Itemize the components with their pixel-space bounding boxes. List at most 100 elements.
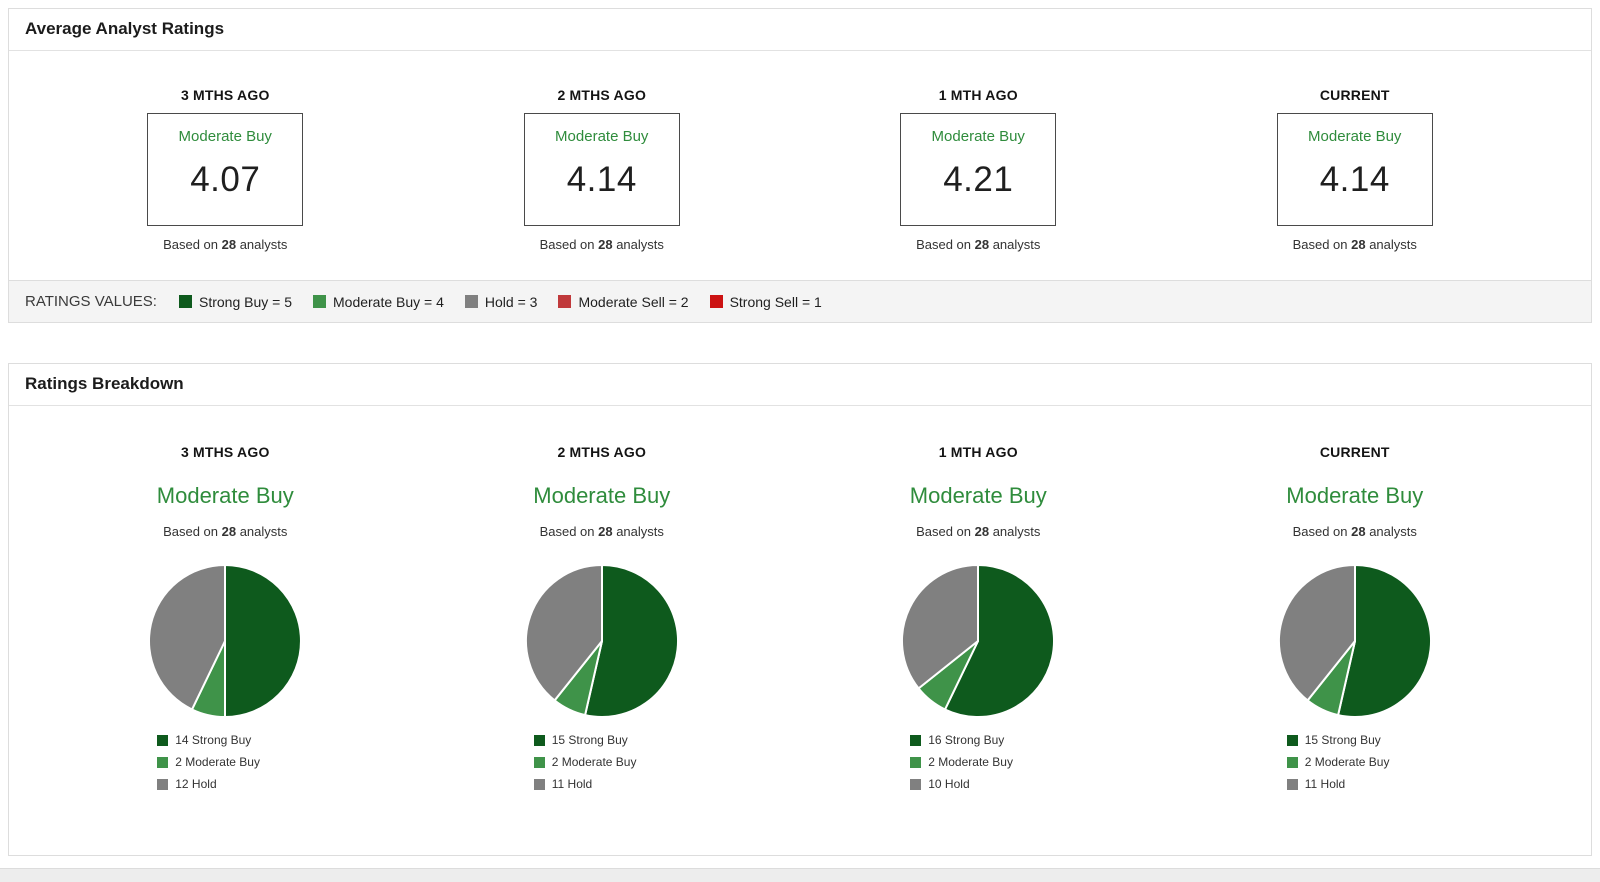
average-rating-value: 4.07 [190,160,261,199]
ratings-value-legend-item: Hold = 3 [464,294,537,310]
legend-color-swatch [157,734,169,746]
pie-slice [1277,563,1356,702]
pie-legend-row: 2 Moderate Buy [533,755,670,769]
average-rating-column: 2 MTHS AGO Moderate Buy 4.14 Based on 28… [414,87,791,252]
period-label: 2 MTHS AGO [557,87,647,103]
legend-item-label: 16 Strong Buy [928,733,1005,747]
legend-color-swatch [533,756,545,768]
ratings-values-items: Strong Buy = 5 Moderate Buy = 4 Hold = 3… [178,293,843,310]
page-bottom-band [0,868,1600,882]
legend-item-label: 11 Hold [1304,777,1346,791]
consensus-rating-label: Moderate Buy [931,128,1025,145]
legend-color-swatch [533,734,545,746]
pie-legend-row: 2 Moderate Buy [1286,755,1423,769]
period-label: CURRENT [1319,444,1390,460]
ratings-breakdown-title: Ratings Breakdown [9,364,1591,406]
pie-legend: 15 Strong Buy 2 Moderate Buy 11 Hold [533,733,670,791]
based-on-prefix: Based on [163,237,222,252]
period-label: 3 MTHS AGO [180,87,270,103]
based-on-prefix: Based on [916,524,975,539]
period-label: 1 MTH AGO [938,87,1018,103]
based-on-analysts: Based on 28 analysts [790,524,1167,539]
average-rating-column: 1 MTH AGO Moderate Buy 4.21 Based on 28 … [790,87,1167,252]
analyst-count: 28 [221,237,237,252]
period-label: 2 MTHS AGO [557,444,647,460]
legend-color-swatch [1286,734,1298,746]
legend-item-label: Strong Buy = 5 [198,293,292,310]
legend-item-label: 2 Moderate Buy [175,755,260,769]
legend-item-label: 2 Moderate Buy [551,755,637,769]
pie-chart-container [414,563,791,719]
legend-color-swatch [157,778,169,790]
legend-item-label: 15 Strong Buy [1304,733,1381,747]
based-on-suffix: analysts [236,524,288,539]
period-label: 1 MTH AGO [938,444,1018,460]
legend-color-swatch [709,295,723,308]
based-on-suffix: analysts [1365,524,1417,539]
legend-item-label: 2 Moderate Buy [928,755,1013,769]
average-columns: 3 MTHS AGO Moderate Buy 4.07 Based on 28… [9,51,1591,280]
ratings-values-label: RATINGS VALUES: [25,293,157,310]
legend-color-swatch [1286,778,1298,790]
based-on-prefix: Based on [539,237,599,252]
based-on-analysts: Based on 28 analysts [414,237,791,252]
legend-color-swatch [313,295,326,308]
pie-legend-row: 2 Moderate Buy [157,755,293,769]
legend-item-label: 10 Hold [928,777,970,791]
based-on-analysts: Based on 28 analysts [37,237,414,252]
average-rating-value: 4.21 [943,160,1014,199]
pie-chart [1277,563,1432,718]
average-rating-column: CURRENT Moderate Buy 4.14 Based on 28 an… [1167,87,1544,252]
legend-item-label: 2 Moderate Buy [1304,755,1390,769]
ratings-value-legend-item: Moderate Buy = 4 [313,294,444,310]
average-rating-value: 4.14 [1319,160,1390,199]
based-on-prefix: Based on [916,237,975,252]
rating-box: Moderate Buy 4.21 [900,113,1057,226]
analyst-count: 28 [1351,237,1366,252]
pie-legend-row: 2 Moderate Buy [910,755,1046,769]
analyst-count: 28 [974,524,990,539]
pie-legend-row: 12 Hold [157,777,293,791]
pie-slice [583,563,679,718]
legend-item-label: 11 Hold [551,777,593,791]
legend-item-label: Strong Sell = 1 [729,293,822,310]
legend-color-swatch [464,295,478,308]
analyst-count: 28 [221,524,237,539]
ratings-value-legend-item: Moderate Sell = 2 [558,294,689,310]
based-on-analysts: Based on 28 analysts [790,237,1167,252]
breakdown-column: 3 MTHS AGO Moderate Buy Based on 28 anal… [37,444,414,791]
analyst-count: 28 [1351,524,1366,539]
breakdown-column: 1 MTH AGO Moderate Buy Based on 28 analy… [790,444,1167,791]
consensus-rating-label: Moderate Buy [178,128,272,145]
based-on-prefix: Based on [1292,237,1352,252]
based-on-prefix: Based on [539,524,599,539]
pie-slice [901,563,980,690]
legend-color-swatch [910,778,922,790]
period-label: CURRENT [1319,87,1390,103]
pie-legend-row: 14 Strong Buy [157,733,293,747]
period-label: 3 MTHS AGO [180,444,270,460]
pie-chart [524,563,679,718]
based-on-prefix: Based on [1292,524,1352,539]
legend-item-label: 14 Strong Buy [175,733,252,747]
pie-legend-row: 15 Strong Buy [533,733,670,747]
analyst-ratings-widget: Average Analyst Ratings 3 MTHS AGO Moder… [8,8,1592,856]
based-on-analysts: Based on 28 analysts [37,524,414,539]
ratings-breakdown-panel: Ratings Breakdown 3 MTHS AGO Moderate Bu… [8,363,1592,856]
based-on-suffix: analysts [989,237,1041,252]
based-on-analysts: Based on 28 analysts [1167,524,1544,539]
based-on-suffix: analysts [612,524,664,539]
legend-item-label: 12 Hold [175,777,217,791]
pie-slice [943,563,1056,718]
legend-color-swatch [157,756,169,768]
pie-chart-container [1167,563,1544,719]
legend-color-swatch [178,295,192,308]
pie-slice [148,563,227,711]
legend-item-label: Moderate Buy = 4 [333,293,444,310]
average-ratings-panel: Average Analyst Ratings 3 MTHS AGO Moder… [8,8,1592,323]
breakdown-column: CURRENT Moderate Buy Based on 28 analyst… [1167,444,1544,791]
pie-chart-container [790,563,1167,719]
pie-legend: 16 Strong Buy 2 Moderate Buy 10 Hold [910,733,1046,791]
consensus-rating-label: Moderate Buy [533,483,671,508]
legend-color-swatch [1286,756,1298,768]
